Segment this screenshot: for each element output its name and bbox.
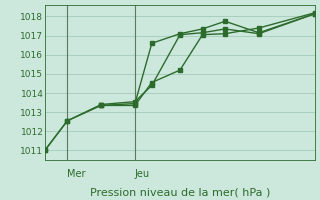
Text: Pression niveau de la mer( hPa ): Pression niveau de la mer( hPa ) — [90, 188, 270, 198]
Text: Jeu: Jeu — [135, 169, 150, 179]
Text: Mer: Mer — [67, 169, 86, 179]
